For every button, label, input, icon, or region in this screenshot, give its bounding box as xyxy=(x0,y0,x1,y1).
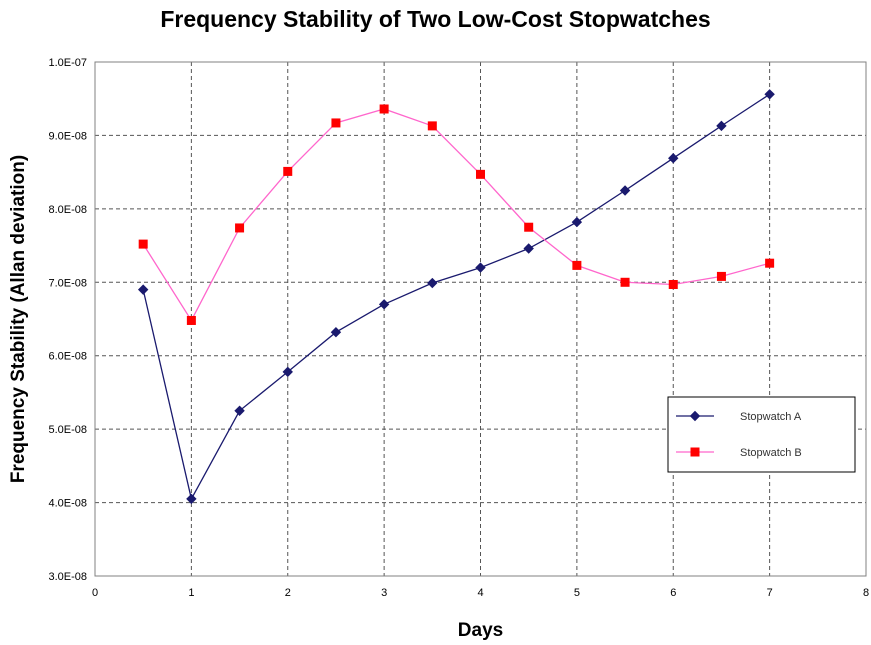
data-point xyxy=(234,405,245,416)
series-line xyxy=(142,93,770,501)
legend-box xyxy=(667,396,856,473)
y-tick-label: 3.0E-08 xyxy=(48,571,87,583)
data-point xyxy=(475,262,486,273)
data-point xyxy=(378,299,390,310)
legend-item: Stopwatch A xyxy=(676,410,802,423)
data-point xyxy=(331,118,341,128)
data-point xyxy=(764,89,775,100)
legend-label: Stopwatch B xyxy=(740,447,802,459)
data-point xyxy=(572,260,582,270)
legend-marker xyxy=(690,447,700,457)
data-point xyxy=(283,166,293,176)
x-tick-label: 6 xyxy=(670,587,676,599)
data-point xyxy=(186,493,197,505)
legend-label: Stopwatch A xyxy=(740,411,802,423)
x-tick-label: 3 xyxy=(381,587,387,599)
x-tick-label: 2 xyxy=(285,587,291,599)
plot-area xyxy=(94,61,867,577)
data-point xyxy=(186,315,196,325)
x-tick-label: 5 xyxy=(574,587,580,599)
x-tick-label: 8 xyxy=(863,587,869,599)
data-point xyxy=(137,284,149,295)
series-line xyxy=(142,108,770,322)
data-point xyxy=(571,216,583,228)
y-tick-label: 4.0E-08 xyxy=(48,498,87,510)
data-point xyxy=(668,152,679,164)
data-point xyxy=(427,121,437,131)
x-tick-label: 4 xyxy=(477,587,483,599)
data-point xyxy=(138,239,148,249)
data-point xyxy=(330,327,342,338)
data-point xyxy=(716,120,727,132)
y-axis-title: Frequency Stability (Allan deviation) xyxy=(8,155,29,483)
chart-title: Frequency Stability of Two Low-Cost Stop… xyxy=(160,6,711,32)
series xyxy=(137,89,775,505)
data-point xyxy=(619,185,631,196)
data-point xyxy=(524,222,534,232)
legend-item: Stopwatch B xyxy=(676,447,802,459)
data-point xyxy=(523,243,534,254)
data-point xyxy=(476,169,485,179)
x-tick-label: 0 xyxy=(92,587,98,599)
y-tick-label: 9.0E-08 xyxy=(48,130,87,142)
y-tick-label: 7.0E-08 xyxy=(48,277,87,289)
data-point xyxy=(282,366,293,378)
y-tick-label: 8.0E-08 xyxy=(48,204,87,216)
series-stopwatch-a xyxy=(137,89,775,505)
series-stopwatch-b xyxy=(138,104,775,325)
x-tick-label: 1 xyxy=(188,587,194,599)
y-tick-label: 6.0E-08 xyxy=(48,351,87,363)
data-point xyxy=(379,104,389,114)
data-point xyxy=(620,277,630,287)
data-point xyxy=(235,223,245,233)
grid xyxy=(95,62,866,576)
legend-marker xyxy=(689,410,701,422)
x-axis-title: Days xyxy=(458,620,503,641)
x-tick-label: 7 xyxy=(767,587,773,599)
data-point xyxy=(427,277,438,289)
data-point xyxy=(765,258,775,268)
data-point xyxy=(716,271,726,281)
y-tick-label: 1.0E-07 xyxy=(48,57,87,69)
legend: Stopwatch A Stopwatch B xyxy=(667,396,856,473)
data-point xyxy=(668,279,678,289)
tick-labels: 0 1 2 3 4 5 6 7 8 3.0E-08 4.0E-08 5.0E-08 6.0E-08 7.0… xyxy=(48,57,869,599)
y-tick-label: 5.0E-08 xyxy=(48,424,87,436)
